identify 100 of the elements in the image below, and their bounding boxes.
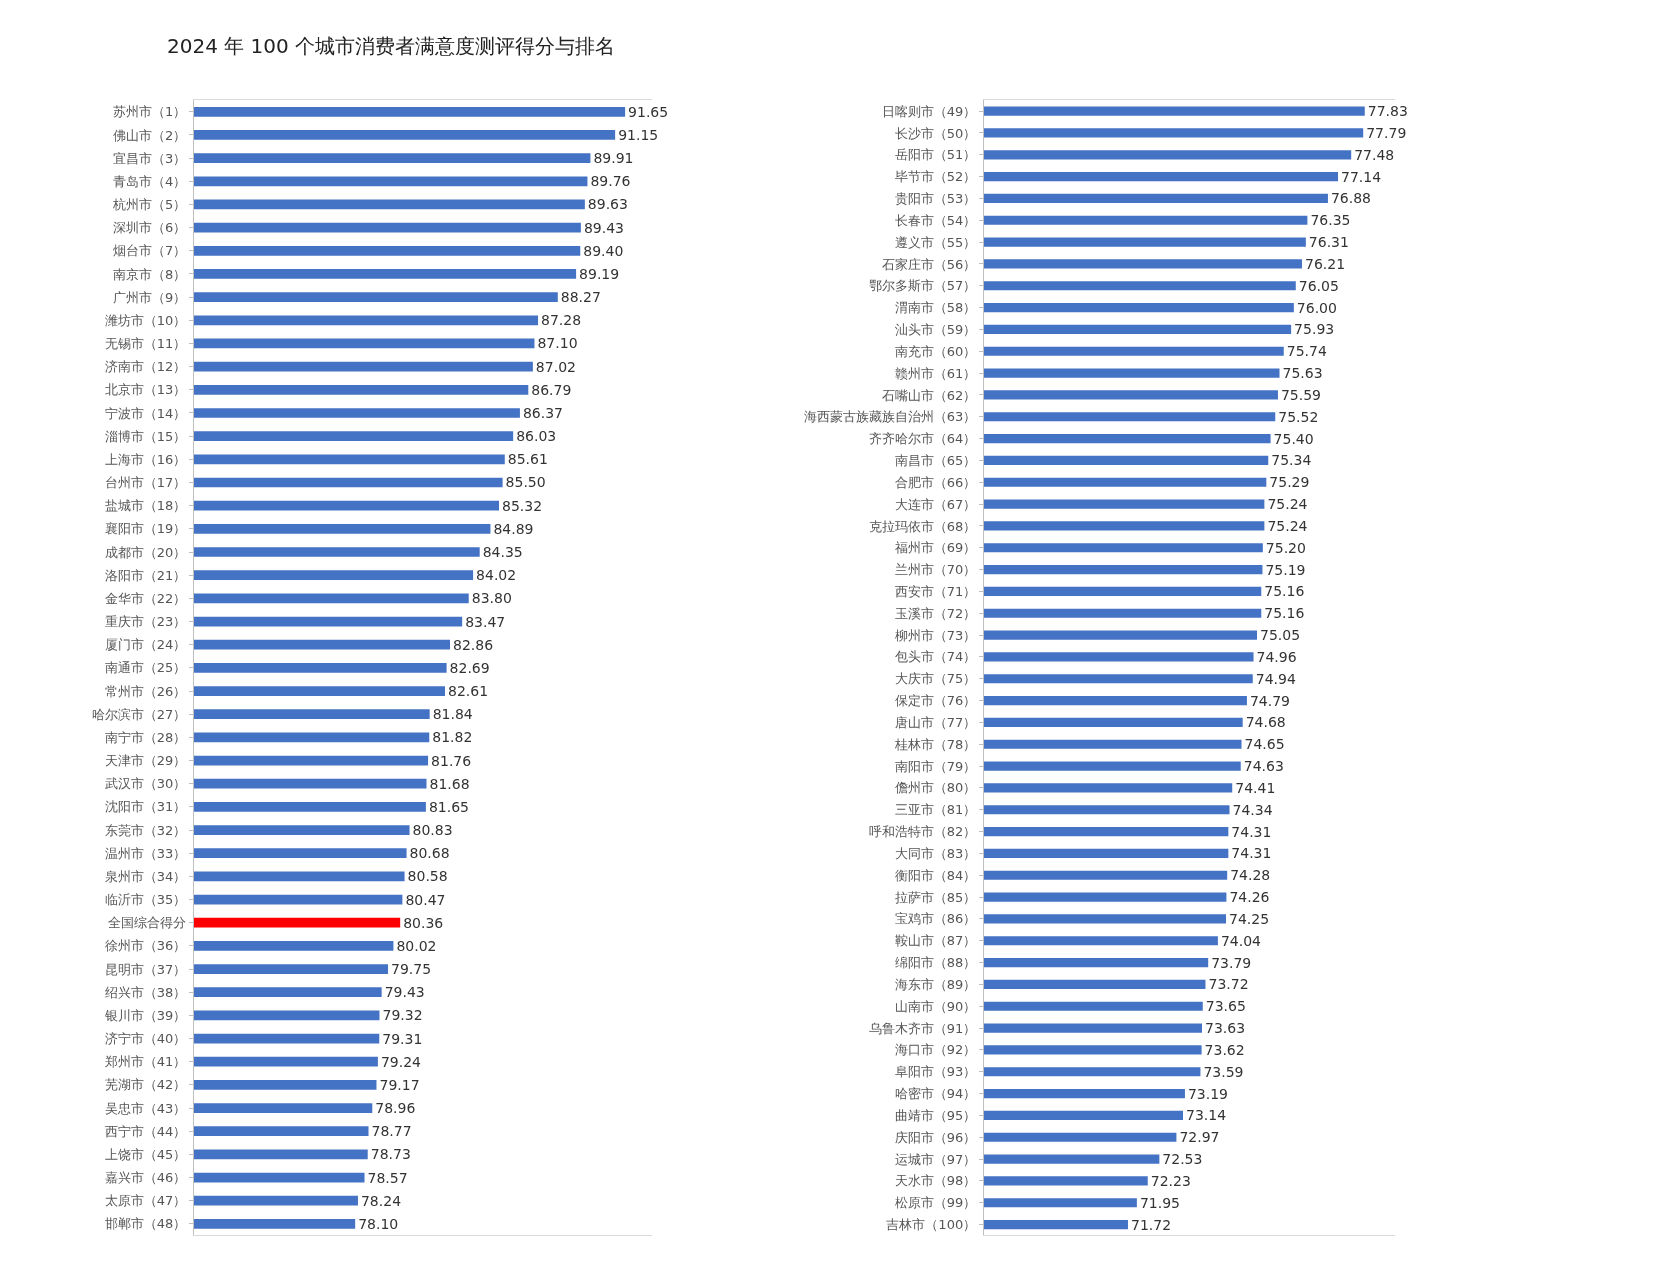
y-tick-label: 全国综合得分 — [108, 915, 187, 931]
y-tick-label: 济宁市（40） — [104, 1031, 187, 1047]
data-label: 79.32 — [382, 1007, 423, 1024]
data-label: 83.80 — [471, 590, 512, 607]
data-label: 75.20 — [1265, 539, 1306, 556]
data-label: 80.02 — [396, 937, 437, 954]
data-label: 75.16 — [1264, 583, 1305, 600]
y-tick-label: 芜湖市（42） — [104, 1077, 187, 1093]
data-label: 77.79 — [1366, 124, 1407, 141]
data-label: 85.50 — [505, 474, 546, 491]
y-tick-label: 包头市（74） — [894, 649, 977, 665]
data-label: 80.68 — [409, 845, 450, 862]
data-label: 74.79 — [1249, 692, 1291, 709]
y-tick-label: 洛阳市（21） — [104, 567, 187, 583]
data-label: 87.10 — [537, 335, 578, 352]
y-tick-label: 吉林市（100） — [886, 1217, 977, 1233]
y-tick-label: 烟台市（7） — [112, 243, 187, 259]
y-tick-label: 阜阳市（93） — [894, 1064, 977, 1080]
data-label: 87.02 — [535, 358, 576, 375]
data-label: 74.65 — [1244, 736, 1285, 753]
y-tick-label: 玉溪市（72） — [894, 605, 977, 621]
data-label: 76.00 — [1296, 299, 1337, 316]
y-tick-label: 广州市（9） — [112, 289, 187, 305]
y-tick-label: 哈密市（94） — [894, 1086, 977, 1102]
y-tick-label: 太原市（47） — [104, 1193, 187, 1209]
data-label: 86.37 — [522, 404, 564, 421]
data-label: 81.76 — [431, 752, 472, 769]
data-label: 75.24 — [1267, 517, 1308, 534]
data-label: 85.61 — [507, 451, 548, 468]
y-tick-label: 庆阳市（96） — [894, 1129, 977, 1145]
data-label: 79.43 — [384, 984, 425, 1001]
y-tick-label: 邯郸市（48） — [104, 1216, 187, 1232]
y-tick-label: 贵阳市（53） — [894, 191, 977, 207]
data-label: 76.88 — [1330, 190, 1372, 207]
y-tick-label: 盐城市（18） — [104, 498, 187, 514]
data-label: 73.63 — [1204, 1020, 1246, 1037]
data-label: 81.84 — [432, 706, 473, 723]
y-tick-label: 南通市（25） — [104, 660, 187, 676]
y-tick-label: 柳州市（73） — [894, 627, 977, 643]
data-label: 82.61 — [448, 683, 489, 700]
y-tick-label: 赣州市（61） — [894, 365, 977, 381]
data-label: 72.97 — [1179, 1129, 1220, 1146]
data-label: 74.34 — [1232, 801, 1273, 818]
data-label: 75.16 — [1264, 605, 1305, 622]
y-tick-label: 海西蒙古族藏族自治州（63） — [803, 409, 977, 425]
data-label: 76.35 — [1310, 212, 1351, 229]
y-tick-label: 上海市（16） — [104, 451, 187, 467]
y-tick-label: 绍兴市（38） — [104, 984, 187, 1000]
data-label: 75.93 — [1294, 321, 1335, 338]
data-label: 71.72 — [1130, 1216, 1172, 1233]
y-tick-label: 日喀则市（49） — [881, 103, 977, 119]
y-tick-label: 大庆市（75） — [894, 671, 977, 687]
data-label: 88.27 — [560, 289, 601, 306]
data-label: 74.94 — [1255, 670, 1296, 687]
y-tick-label: 武汉市（30） — [104, 776, 187, 792]
y-tick-label: 佛山市（2） — [112, 127, 187, 143]
data-label: 80.83 — [412, 822, 453, 839]
data-label: 72.53 — [1162, 1151, 1203, 1168]
data-label: 73.14 — [1186, 1107, 1227, 1124]
data-label: 73.65 — [1205, 998, 1246, 1015]
data-label: 76.31 — [1308, 234, 1349, 251]
y-tick-label: 哈尔滨市（27） — [91, 706, 187, 722]
y-tick-label: 运城市（97） — [894, 1151, 977, 1167]
y-tick-label: 常州市（26） — [104, 683, 187, 699]
data-label: 74.96 — [1256, 648, 1297, 665]
y-tick-label: 克拉玛依市（68） — [868, 518, 977, 534]
y-tick-label: 唐山市（77） — [894, 714, 977, 730]
data-label: 73.59 — [1203, 1063, 1244, 1080]
y-tick-label: 重庆市（23） — [104, 614, 187, 630]
y-tick-label: 毕节市（52） — [894, 169, 977, 185]
y-tick-label: 曲靖市（95） — [894, 1107, 977, 1123]
data-label: 75.19 — [1265, 561, 1306, 578]
y-tick-label: 北京市（13） — [104, 382, 187, 398]
data-label: 82.69 — [449, 659, 490, 676]
y-tick-label: 宁波市（14） — [104, 405, 187, 421]
data-label: 76.21 — [1304, 255, 1346, 272]
data-label: 75.74 — [1286, 343, 1327, 360]
data-label: 80.47 — [405, 891, 446, 908]
data-label: 81.82 — [432, 729, 473, 746]
y-tick-label: 鞍山市（87） — [894, 933, 977, 949]
y-tick-label: 海口市（92） — [894, 1042, 977, 1058]
y-tick-label: 郑州市（41） — [104, 1054, 187, 1070]
y-tick-label: 兰州市（70） — [894, 562, 977, 578]
y-tick-label: 临沂市（35） — [104, 892, 187, 908]
data-label: 78.24 — [360, 1192, 402, 1209]
y-tick-label: 潍坊市（10） — [104, 312, 187, 328]
data-label: 77.48 — [1354, 146, 1395, 163]
data-label: 73.79 — [1211, 954, 1252, 971]
y-tick-label: 厦门市（24） — [104, 637, 187, 653]
y-tick-label: 徐州市（36） — [104, 938, 187, 954]
data-label: 73.19 — [1187, 1085, 1229, 1102]
y-tick-label: 淄博市（15） — [104, 428, 187, 444]
data-label: 73.72 — [1208, 976, 1249, 993]
y-tick-label: 鄂尔多斯市（57） — [868, 278, 977, 294]
y-tick-label: 济南市（12） — [104, 359, 187, 375]
data-label: 91.65 — [628, 103, 669, 120]
y-tick-label: 南宁市（28） — [104, 729, 187, 745]
data-label: 74.31 — [1231, 823, 1272, 840]
data-label: 79.75 — [391, 961, 432, 978]
data-label: 84.89 — [493, 520, 534, 537]
